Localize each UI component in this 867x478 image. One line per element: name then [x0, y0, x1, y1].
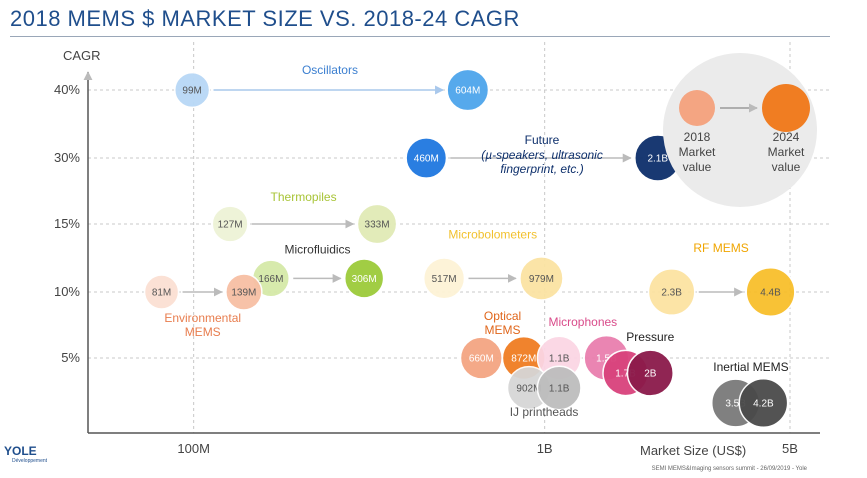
ij-printheads-value-label-2018: 902M — [516, 384, 541, 395]
future-subtitle: (µ-speakers, ultrasonic fingerprint, etc.… — [481, 148, 603, 176]
thermopiles-group-label: Thermopiles — [271, 190, 337, 204]
rf-mems-bubble-2024 — [745, 266, 796, 318]
pressure-value-label-2018: 1.7B — [615, 369, 636, 380]
future-bubble-2018 — [405, 137, 448, 179]
pressure-value-label-2024: 2B — [644, 369, 657, 380]
oscillators-value-label-2018: 99M — [182, 86, 201, 97]
oscillators-value-label-2024: 604M — [455, 86, 480, 97]
y-tick-label: 40% — [54, 82, 80, 97]
thermopiles-bubble-2024 — [356, 203, 398, 245]
thermopiles-value-label-2024: 333M — [365, 220, 390, 231]
pressure-bubble-2024 — [626, 349, 674, 397]
optical-mems-value-label-2024: 872M — [511, 354, 536, 365]
environmental-mems-value-label-2024: 139M — [231, 288, 256, 299]
environmental-mems-bubble-2024 — [225, 273, 263, 311]
oscillators-group-label: Oscillators — [302, 63, 358, 77]
pressure-group-label: Pressure — [626, 330, 674, 344]
future-value-label-2018: 460M — [414, 154, 439, 165]
microfluidics-bubble-2024 — [343, 258, 385, 299]
optical-mems-value-label-2018: 660M — [469, 354, 494, 365]
page-title: 2018 MEMS $ MARKET SIZE VS. 2018-24 CAGR — [10, 6, 520, 31]
environmental-mems-group-label: Environmental MEMS — [164, 311, 241, 339]
x-tick-label: 100M — [177, 441, 210, 456]
rf-mems-value-label-2024: 4.4B — [760, 288, 781, 299]
rf-mems-bubble-2018 — [647, 268, 696, 316]
ij-printheads-group-label: IJ printheads — [510, 405, 579, 419]
microbolometers-group-label: Microbolometers — [448, 227, 537, 241]
inertial-mems-bubble-2024 — [738, 378, 789, 428]
y-axis-title: CAGR — [63, 48, 101, 63]
footer-note: SEMI MEMS&Imaging sensors summit - 26/09… — [651, 466, 807, 472]
title-divider — [10, 36, 830, 37]
future-value-label-2024: 2.1B — [647, 154, 668, 165]
x-tick-label: 5B — [782, 441, 798, 456]
logo-subtext: Développement — [12, 458, 48, 464]
thermopiles-value-label-2018: 127M — [218, 220, 243, 231]
inertial-mems-group-label: Inertial MEMS — [713, 360, 788, 374]
y-tick-label: 5% — [61, 350, 80, 365]
x-tick-label: 1B — [537, 441, 553, 456]
logo-text: YOLE — [4, 444, 37, 458]
yole-logo: YOLE Développement — [4, 444, 47, 464]
microbolometers-value-label-2024: 979M — [529, 274, 554, 285]
inertial-mems-value-label-2024: 4.2B — [753, 399, 774, 410]
legend-label-2018: 2018 Market value — [679, 130, 716, 174]
oscillators-bubble-2018 — [173, 71, 211, 109]
y-tick-label: 30% — [54, 150, 80, 165]
microphones-group-label: Microphones — [548, 315, 617, 329]
inertial-mems-value-label-2018: 3.5B — [725, 399, 746, 410]
y-tick-label: 15% — [54, 216, 80, 231]
microbolometers-bubble-2024 — [519, 256, 564, 301]
microfluidics-group-label: Microfluidics — [285, 242, 351, 256]
thermopiles-bubble-2018 — [211, 205, 249, 243]
microbolometers-bubble-2018 — [422, 257, 466, 300]
legend-bubble-2024 — [762, 84, 810, 132]
microfluidics-value-label-2024: 306M — [352, 274, 377, 285]
legend-bubble-2018 — [679, 90, 715, 126]
y-tick-label: 10% — [54, 284, 80, 299]
oscillators-bubble-2024 — [446, 68, 490, 112]
optical-mems-group-label: Optical MEMS — [484, 309, 521, 337]
ij-printheads-bubble-2024 — [536, 365, 582, 411]
x-axis-title: Market Size (US$) — [640, 443, 746, 458]
rf-mems-value-label-2018: 2.3B — [661, 288, 682, 299]
legend-label-2024: 2024 Market value — [768, 130, 805, 174]
microbolometers-value-label-2018: 517M — [432, 274, 457, 285]
microphones-value-label-2018: 1.1B — [549, 354, 570, 365]
rf-mems-group-label: RF MEMS — [693, 241, 748, 255]
environmental-mems-value-label-2018: 81M — [152, 288, 171, 299]
microphones-value-label-2024: 1.5B — [596, 354, 617, 365]
ij-printheads-value-label-2024: 1.1B — [549, 384, 570, 395]
environmental-mems-bubble-2018 — [143, 274, 180, 310]
microfluidics-value-label-2018: 166M — [258, 274, 283, 285]
future-group-label: Future — [525, 133, 560, 147]
